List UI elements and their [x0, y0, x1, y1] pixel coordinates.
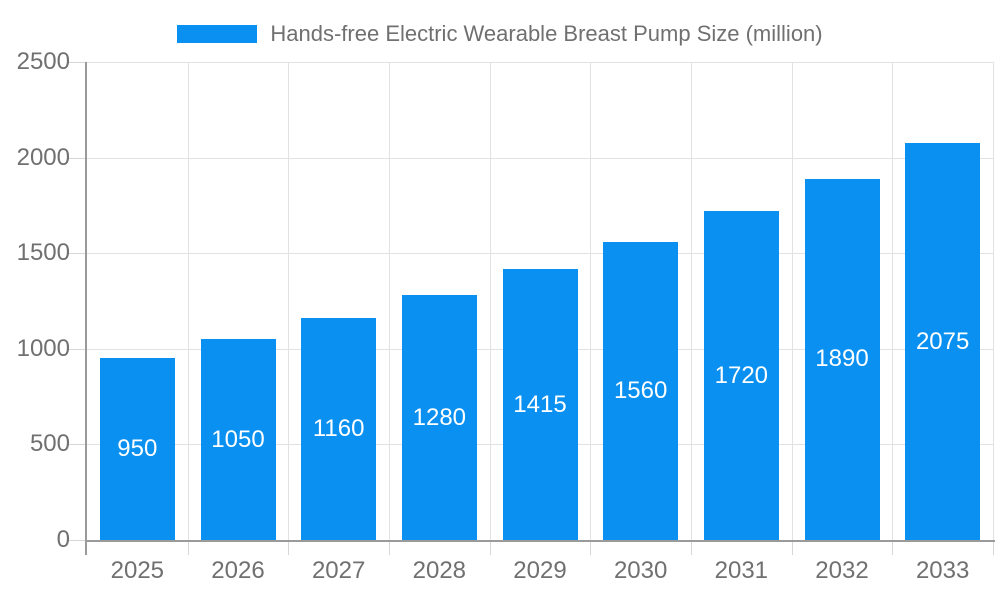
y-tick-label: 1000 [16, 334, 70, 362]
legend-swatch [177, 25, 258, 43]
y-tick-label: 0 [56, 526, 70, 553]
x-tick-mark [691, 540, 692, 555]
bar-value-label: 950 [117, 435, 158, 463]
x-tick-label: 2027 [311, 557, 366, 584]
x-tick-mark [590, 540, 592, 555]
bar-value-label: 1050 [211, 425, 265, 453]
bar[interactable]: 1560 [603, 241, 679, 540]
bar[interactable]: 1160 [301, 318, 377, 540]
x-tick-mark [288, 540, 290, 555]
chart-title: Hands-free Electric Wearable Breast Pump… [270, 21, 823, 46]
x-tick-mark [892, 540, 894, 555]
x-tick-label: 2028 [412, 557, 467, 584]
x-tick-mark [993, 540, 994, 555]
x-tick-label: 2029 [513, 557, 567, 584]
y-tick-mark [69, 444, 87, 446]
v-gridline [691, 62, 692, 540]
x-tick-label: 2025 [110, 557, 165, 584]
v-gridline [288, 62, 290, 540]
h-gridline [87, 157, 993, 159]
bar[interactable]: 2075 [905, 143, 981, 540]
y-tick-mark [69, 348, 87, 350]
bar[interactable]: 1050 [200, 339, 276, 540]
chart-legend: Hands-free Electric Wearable Breast Pump… [0, 21, 1000, 47]
v-gridline [187, 62, 189, 540]
v-gridline [590, 62, 592, 540]
bar[interactable]: 950 [99, 358, 175, 540]
x-tick-mark [187, 540, 189, 555]
h-gridline [87, 253, 993, 255]
x-tick-mark [791, 540, 793, 555]
bar-value-label: 1890 [815, 345, 869, 373]
h-gridline [87, 62, 993, 63]
y-tick-label: 1500 [16, 239, 70, 267]
v-gridline [389, 62, 390, 540]
y-tick-mark [69, 253, 87, 255]
x-axis-line [85, 540, 995, 542]
bar-value-label: 1720 [714, 361, 769, 389]
v-gridline [791, 62, 793, 540]
y-tick-label: 500 [29, 430, 70, 458]
y-tick-mark [69, 540, 87, 541]
y-tick-label: 2000 [16, 143, 70, 171]
x-tick-label: 2032 [815, 557, 869, 584]
x-tick-mark [389, 540, 390, 555]
v-gridline [993, 62, 994, 540]
x-tick-label: 2031 [714, 557, 769, 584]
x-tick-mark [489, 540, 491, 555]
bar-value-label: 1160 [312, 415, 365, 443]
y-axis-line [85, 62, 87, 555]
x-tick-label: 2030 [613, 557, 668, 584]
bar[interactable]: 1890 [804, 178, 880, 540]
x-tick-label: 2033 [915, 557, 970, 584]
y-tick-mark [69, 62, 87, 63]
bar-value-label: 1415 [513, 390, 567, 418]
bar[interactable]: 1415 [502, 269, 578, 540]
v-gridline [892, 62, 894, 540]
y-tick-label: 2500 [16, 48, 70, 75]
bar[interactable]: 1720 [703, 211, 779, 540]
bar-value-label: 1560 [613, 376, 668, 404]
bar-value-label: 1280 [412, 403, 467, 431]
bar-value-label: 2075 [915, 327, 970, 355]
x-tick-label: 2026 [211, 557, 265, 584]
v-gridline [489, 62, 491, 540]
bar[interactable]: 1280 [401, 295, 477, 540]
y-tick-mark [69, 157, 87, 159]
